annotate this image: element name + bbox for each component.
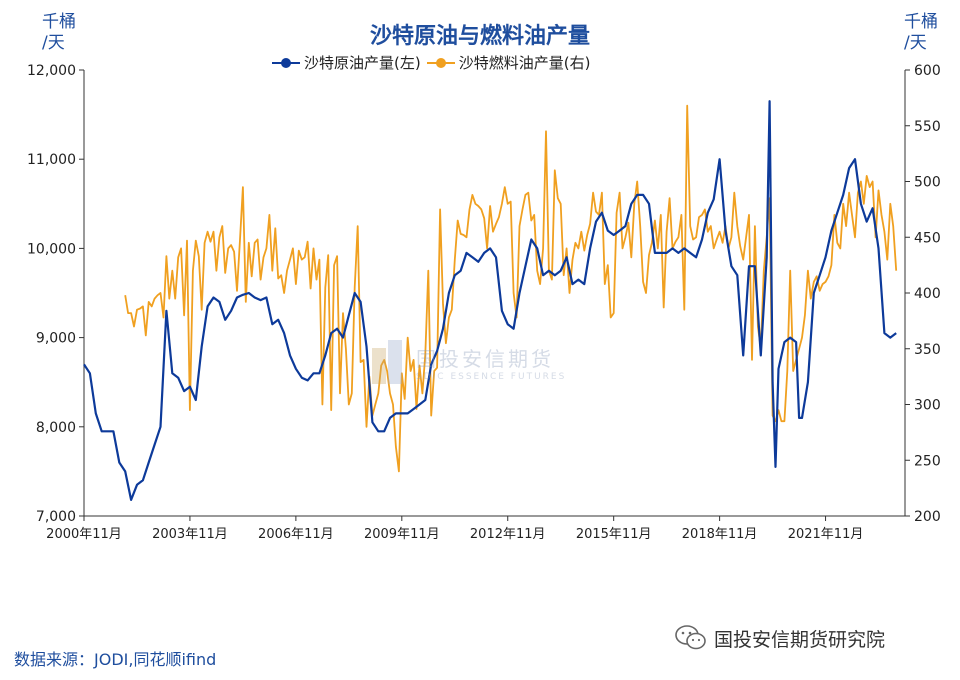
y-left-tick-label: 8,000: [36, 420, 76, 436]
watermark-cn: 国投安信期货: [416, 346, 554, 371]
x-tick-label: 2003年11月: [152, 527, 228, 542]
x-tick-label: 2000年11月: [46, 527, 122, 542]
x-tick-label: 2021年11月: [788, 527, 864, 542]
legend-label-crude: 沙特原油产量(左): [304, 54, 421, 72]
y-right-tick-label: 400: [914, 286, 941, 302]
chart-title: 沙特原油与燃料油产量: [369, 24, 590, 49]
y-right-tick-label: 450: [914, 230, 941, 246]
y-right-tick-label: 600: [914, 63, 941, 79]
brand-watermark: 国投安信期货研究院: [674, 624, 885, 652]
y-right-tick-label: 300: [914, 398, 941, 414]
watermark-mark-icon: [372, 340, 406, 384]
y-right-tick-label: 350: [914, 342, 941, 358]
wechat-icon: [675, 625, 706, 650]
x-tick-label: 2006年11月: [258, 527, 334, 542]
watermark-logo: 国投安信期货 SDIC ESSENCE FUTURES: [372, 340, 566, 384]
y-left-tick-label: 7,000: [36, 509, 76, 525]
legend-item-fuel-oil: 沙特燃料油产量(右): [426, 52, 591, 73]
left-axis-unit: 千桶/天: [42, 12, 76, 53]
y-right-tick-label: 550: [914, 119, 941, 135]
y-right-tick-label: 500: [914, 175, 941, 191]
legend-item-crude: 沙特原油产量(左): [272, 52, 421, 73]
data-source: 数据来源：JODI,同花顺ifind: [14, 650, 217, 669]
legend-swatch-crude: [272, 57, 300, 69]
right-axis-unit: 千桶/天: [904, 12, 938, 53]
legend-swatch-fuel-oil: [426, 57, 455, 69]
x-tick-label: 2015年11月: [576, 527, 652, 542]
y-right-tick-label: 250: [914, 453, 941, 469]
y-left-tick-label: 12,000: [27, 63, 76, 79]
x-tick-label: 2018年11月: [682, 527, 758, 542]
y-right-tick-label: 200: [914, 509, 941, 525]
series-line-crude: [83, 100, 897, 501]
y-left-tick-label: 9,000: [36, 331, 76, 347]
watermark-en: SDIC ESSENCE FUTURES: [416, 371, 567, 382]
y-left-tick-label: 11,000: [27, 152, 76, 168]
series-line-fuel-oil: [124, 104, 898, 473]
y-left-tick-label: 10,000: [27, 241, 76, 257]
x-tick-label: 2009年11月: [364, 527, 440, 542]
legend: 沙特原油产量(左) 沙特燃料油产量(右): [272, 52, 596, 73]
legend-label-fuel-oil: 沙特燃料油产量(右): [458, 54, 591, 72]
x-tick-label: 2012年11月: [470, 527, 546, 542]
brand-label: 国投安信期货研究院: [714, 628, 886, 651]
